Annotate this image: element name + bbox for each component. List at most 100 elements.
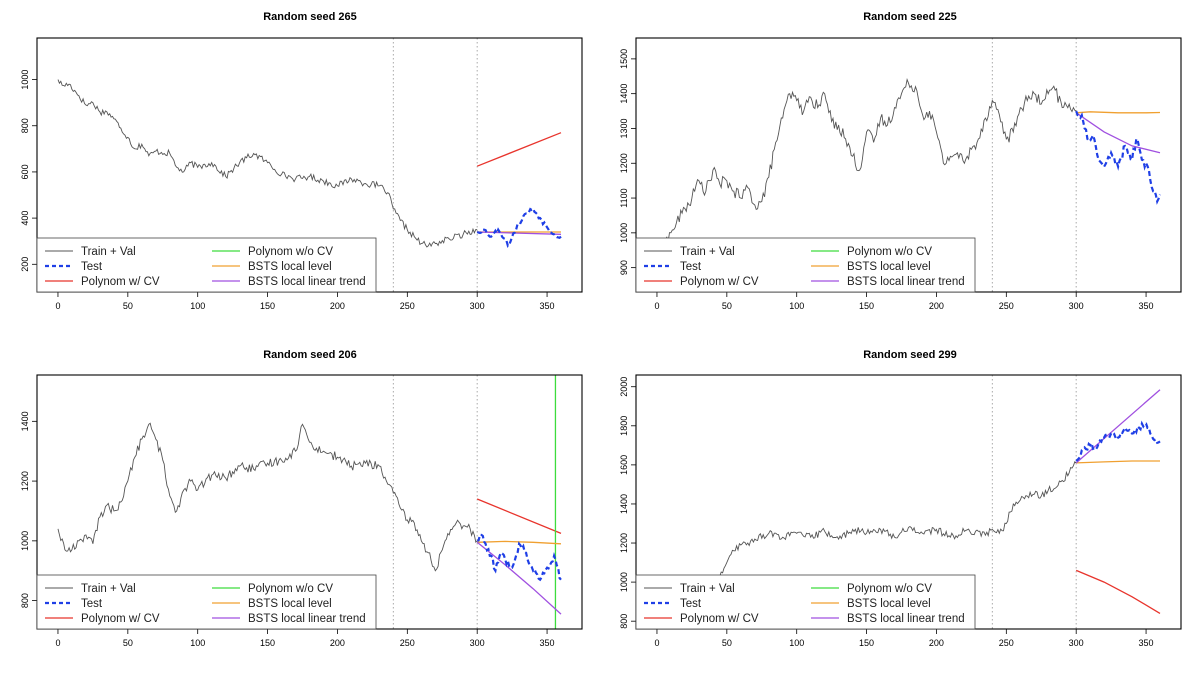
chart-title: Random seed 225 — [863, 11, 957, 23]
train-val-series — [57, 422, 478, 572]
y-tick-label: 1400 — [619, 84, 629, 104]
x-tick-label: 250 — [999, 638, 1014, 648]
bsts-local-level-series — [1076, 460, 1160, 464]
x-tick-label: 0 — [55, 638, 60, 648]
x-tick-label: 150 — [260, 301, 275, 311]
legend-label-bsts-ll: BSTS local level — [847, 261, 931, 273]
train-val-series — [57, 79, 478, 248]
test-series — [1075, 110, 1162, 205]
bsts-local-linear-trend-series — [476, 541, 562, 615]
y-tick-label: 800 — [20, 118, 30, 133]
legend-box — [36, 237, 377, 293]
y-tick-label: 1000 — [20, 70, 30, 90]
legend-label-poly-nocv: Polynom w/o CV — [248, 583, 333, 595]
x-tick-label: 100 — [190, 301, 205, 311]
x-tick-label: 350 — [1139, 301, 1154, 311]
legend-label-test: Test — [680, 261, 702, 273]
legend-label-poly-cv: Polynom w/ CV — [81, 276, 160, 288]
x-tick-label: 200 — [330, 301, 345, 311]
y-tick-label: 1400 — [619, 494, 629, 514]
legend-label-bsts-ll: BSTS local level — [248, 598, 332, 610]
plot-area — [656, 38, 1162, 292]
bsts-local-level-series — [477, 540, 562, 545]
chart-panel-1: Random seed 265 0 50 100 150 200 250 300 350 200 4… — [20, 11, 583, 311]
plot-area — [57, 375, 562, 629]
y-tick-label: 900 — [619, 260, 629, 275]
y-tick-label: 1300 — [619, 118, 629, 138]
x-tick-label: 200 — [929, 638, 944, 648]
test-series — [1075, 420, 1161, 462]
y-tick-label: 1200 — [20, 471, 30, 491]
legend-label-poly-nocv: Polynom w/o CV — [847, 583, 932, 595]
x-tick-label: 250 — [999, 301, 1014, 311]
plot-area — [656, 375, 1161, 629]
x-tick-label: 50 — [722, 301, 732, 311]
legend-label-train-val: Train + Val — [81, 583, 136, 595]
test-series — [476, 207, 562, 248]
x-tick-label: 250 — [400, 301, 415, 311]
legend-label-poly-nocv: Polynom w/o CV — [248, 246, 333, 258]
legend-label-bsts-llt: BSTS local linear trend — [847, 276, 965, 288]
legend-label-train-val: Train + Val — [680, 583, 735, 595]
y-tick-label: 800 — [619, 614, 629, 629]
x-tick-label: 100 — [789, 638, 804, 648]
x-tick-label: 150 — [260, 638, 275, 648]
x-tick-label: 50 — [123, 638, 133, 648]
x-tick-label: 350 — [540, 301, 555, 311]
chart-panel-2: Random seed 225 0 50 100 150 200 250 300 350 900 1… — [619, 11, 1182, 311]
y-tick-label: 1500 — [619, 49, 629, 69]
x-tick-label: 50 — [123, 301, 133, 311]
x-tick-label: 300 — [1069, 301, 1084, 311]
chart-panel-3: Random seed 206 0 50 100 150 200 250 300 350 800 1… — [20, 349, 583, 648]
legend: Train + Val Test Polynom w/ CV Polynom w/o … — [635, 237, 976, 293]
y-tick-label: 1600 — [619, 455, 629, 475]
chart-panel-4: Random seed 299 0 50 100 150 200 250 300 350 800 1… — [619, 349, 1182, 648]
train-val-series — [656, 77, 1077, 257]
y-tick-label: 200 — [20, 257, 30, 272]
y-tick-label: 600 — [20, 164, 30, 179]
x-tick-label: 0 — [654, 638, 659, 648]
legend-label-bsts-llt: BSTS local linear trend — [248, 613, 366, 625]
legend-label-poly-nocv: Polynom w/o CV — [847, 246, 932, 258]
x-tick-label: 100 — [190, 638, 205, 648]
legend-label-test: Test — [680, 598, 702, 610]
x-tick-label: 0 — [55, 301, 60, 311]
train-val-series — [656, 461, 1077, 592]
legend-label-bsts-ll: BSTS local level — [847, 598, 931, 610]
y-tick-label: 1000 — [619, 223, 629, 243]
legend-label-test: Test — [81, 261, 103, 273]
bsts-local-level-series — [1076, 111, 1161, 114]
legend-label-poly-cv: Polynom w/ CV — [680, 276, 759, 288]
y-tick-label: 2000 — [619, 377, 629, 397]
x-tick-label: 0 — [654, 301, 659, 311]
legend-label-train-val: Train + Val — [680, 246, 735, 258]
legend-label-bsts-llt: BSTS local linear trend — [248, 276, 366, 288]
chart-title: Random seed 299 — [863, 349, 957, 361]
bsts-local-linear-trend-series — [477, 231, 562, 235]
y-tick-label: 1400 — [20, 411, 30, 431]
y-tick-label: 1000 — [20, 531, 30, 551]
test-series — [476, 533, 562, 582]
x-tick-label: 200 — [330, 638, 345, 648]
legend-label-bsts-ll: BSTS local level — [248, 261, 332, 273]
x-tick-label: 300 — [1069, 638, 1084, 648]
legend: Train + Val Test Polynom w/ CV Polynom w/o … — [36, 574, 377, 630]
x-tick-label: 300 — [470, 638, 485, 648]
y-tick-label: 1200 — [619, 533, 629, 553]
x-tick-label: 350 — [540, 638, 555, 648]
legend-label-bsts-llt: BSTS local linear trend — [847, 613, 965, 625]
x-tick-label: 50 — [722, 638, 732, 648]
x-tick-label: 200 — [929, 301, 944, 311]
y-tick-label: 1200 — [619, 153, 629, 173]
x-tick-label: 150 — [859, 301, 874, 311]
x-tick-label: 150 — [859, 638, 874, 648]
legend-label-poly-cv: Polynom w/ CV — [81, 613, 160, 625]
polynom-cv-series — [476, 132, 562, 167]
legend-box — [36, 574, 377, 630]
polynom-cv-series — [476, 498, 562, 535]
legend: Train + Val Test Polynom w/ CV Polynom w/o … — [635, 574, 976, 630]
polynom-cv-series — [1075, 569, 1161, 614]
bsts-local-linear-trend-series — [1075, 112, 1161, 154]
y-tick-label: 1100 — [619, 188, 629, 207]
